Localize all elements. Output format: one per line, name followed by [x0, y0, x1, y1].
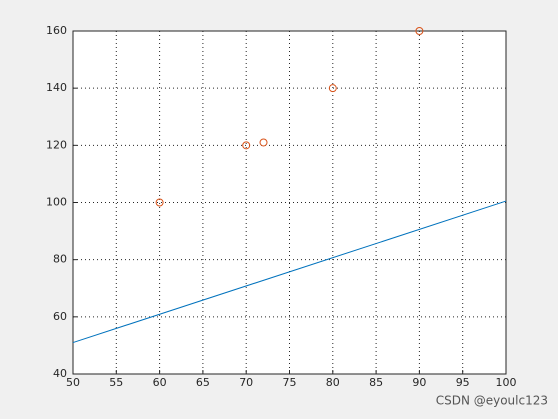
x-tick-label: 55: [109, 376, 123, 389]
x-tick-label: 60: [153, 376, 167, 389]
y-tick-label: 100: [46, 196, 67, 209]
y-tick-label: 60: [53, 310, 67, 323]
watermark: CSDN @eyoulc123: [436, 394, 548, 408]
point: [415, 27, 424, 35]
x-tick-label: 90: [412, 376, 426, 389]
x-tick-label: 50: [66, 376, 80, 389]
point: [155, 198, 164, 207]
y-tick-label: 80: [53, 253, 67, 266]
x-tick-label: 80: [326, 376, 340, 389]
y-tick-label: 120: [46, 138, 67, 151]
x-tick-label: 75: [283, 376, 297, 389]
x-tick-label: 70: [239, 376, 253, 389]
y-tick-label: 140: [46, 81, 67, 94]
x-tick-label: 85: [369, 376, 383, 389]
line: [72, 200, 507, 344]
point: [328, 84, 337, 93]
point: [259, 138, 268, 147]
x-tick-label: 95: [456, 376, 470, 389]
x-tick-label: 100: [496, 376, 517, 389]
y-tick-label: 40: [53, 367, 67, 380]
y-tick-label: 160: [46, 24, 67, 37]
point: [242, 141, 251, 150]
x-tick-label: 65: [196, 376, 210, 389]
